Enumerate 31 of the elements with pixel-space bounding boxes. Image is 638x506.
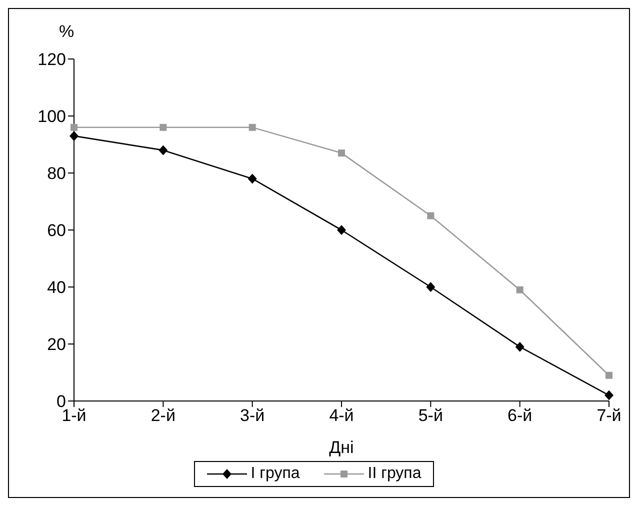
- x-axis-title: Дні: [329, 438, 354, 457]
- point: [604, 390, 614, 400]
- x-tick-label: 5-й: [418, 406, 443, 426]
- point: [160, 124, 167, 131]
- y-tick-label: 80: [47, 164, 66, 184]
- point: [248, 174, 257, 184]
- point: [70, 130, 78, 141]
- x-tick-label: 3-й: [240, 406, 265, 426]
- point: [248, 124, 256, 131]
- legend-label: I група: [250, 465, 300, 483]
- y-tick-label: 120: [38, 50, 66, 70]
- point: [606, 372, 612, 379]
- point: [515, 342, 524, 352]
- point: [338, 150, 345, 157]
- y-axis-title: %: [58, 22, 74, 41]
- x-tick-label: 6-й: [508, 406, 532, 426]
- point: [427, 212, 434, 220]
- y-tick-label: 20: [47, 335, 66, 354]
- point: [426, 282, 436, 292]
- point: [158, 145, 168, 156]
- point: [337, 225, 346, 235]
- x-tick-label: 2-й: [150, 406, 176, 426]
- x-tick-label: 7-й: [596, 406, 622, 426]
- y-tick-label: 100: [38, 107, 66, 126]
- x-tick-label: 1-й: [62, 406, 86, 426]
- x-tick-label: 4-й: [329, 406, 354, 426]
- y-tick-label: 40: [47, 278, 66, 298]
- legend-label: II група: [368, 465, 422, 483]
- point: [70, 124, 78, 131]
- y-tick-label: 60: [47, 221, 66, 240]
- point: [516, 286, 524, 294]
